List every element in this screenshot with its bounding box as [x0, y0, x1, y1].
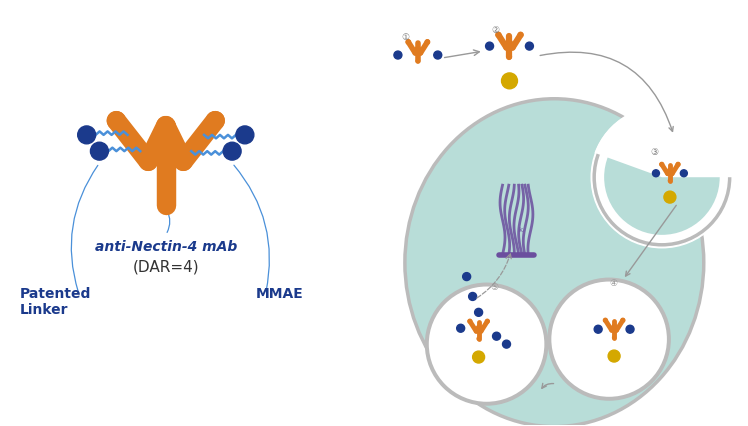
Text: anti-Nectin-4 mAb: anti-Nectin-4 mAb: [95, 240, 237, 254]
Circle shape: [468, 320, 472, 323]
Circle shape: [159, 198, 173, 212]
Text: ①: ①: [402, 33, 410, 42]
Circle shape: [669, 179, 672, 182]
Circle shape: [406, 40, 411, 44]
Circle shape: [485, 320, 489, 323]
Wedge shape: [595, 106, 734, 177]
Circle shape: [496, 32, 501, 37]
Circle shape: [429, 287, 545, 402]
Circle shape: [660, 162, 663, 166]
FancyArrowPatch shape: [540, 52, 673, 131]
Circle shape: [652, 170, 660, 177]
Circle shape: [477, 337, 480, 340]
Circle shape: [604, 120, 720, 235]
Circle shape: [621, 318, 625, 322]
Text: ④: ④: [609, 279, 617, 288]
Circle shape: [608, 350, 620, 362]
Circle shape: [416, 59, 420, 63]
Circle shape: [613, 336, 616, 339]
Circle shape: [551, 282, 667, 397]
Circle shape: [485, 42, 494, 50]
Circle shape: [425, 40, 429, 44]
FancyArrowPatch shape: [542, 383, 554, 388]
Circle shape: [78, 126, 96, 144]
Circle shape: [591, 106, 732, 248]
Circle shape: [626, 325, 634, 333]
Circle shape: [664, 191, 676, 203]
Text: ⑤: ⑤: [491, 283, 499, 293]
Circle shape: [676, 162, 680, 166]
Circle shape: [206, 112, 224, 130]
Circle shape: [469, 293, 476, 300]
Circle shape: [501, 73, 518, 89]
Circle shape: [457, 324, 465, 332]
Text: ③: ③: [650, 148, 658, 157]
Text: k: k: [518, 227, 523, 233]
Circle shape: [108, 112, 126, 130]
Text: Patented
Linker: Patented Linker: [19, 287, 91, 317]
Circle shape: [604, 318, 607, 322]
Circle shape: [475, 308, 482, 317]
Circle shape: [681, 170, 687, 177]
Circle shape: [548, 278, 671, 401]
Text: (DAR=4): (DAR=4): [132, 260, 199, 275]
Circle shape: [594, 325, 602, 333]
Circle shape: [473, 351, 485, 363]
Circle shape: [463, 273, 470, 281]
Circle shape: [425, 282, 548, 406]
Circle shape: [508, 55, 512, 59]
Ellipse shape: [405, 99, 704, 426]
Circle shape: [394, 51, 402, 59]
Text: ②: ②: [491, 26, 500, 35]
Circle shape: [518, 32, 523, 37]
FancyArrowPatch shape: [625, 205, 676, 276]
Circle shape: [493, 332, 500, 340]
Circle shape: [236, 126, 254, 144]
Circle shape: [434, 51, 442, 59]
Circle shape: [525, 42, 533, 50]
Circle shape: [91, 142, 108, 160]
Circle shape: [503, 340, 510, 348]
Circle shape: [223, 142, 241, 160]
Text: MMAE: MMAE: [255, 287, 303, 300]
